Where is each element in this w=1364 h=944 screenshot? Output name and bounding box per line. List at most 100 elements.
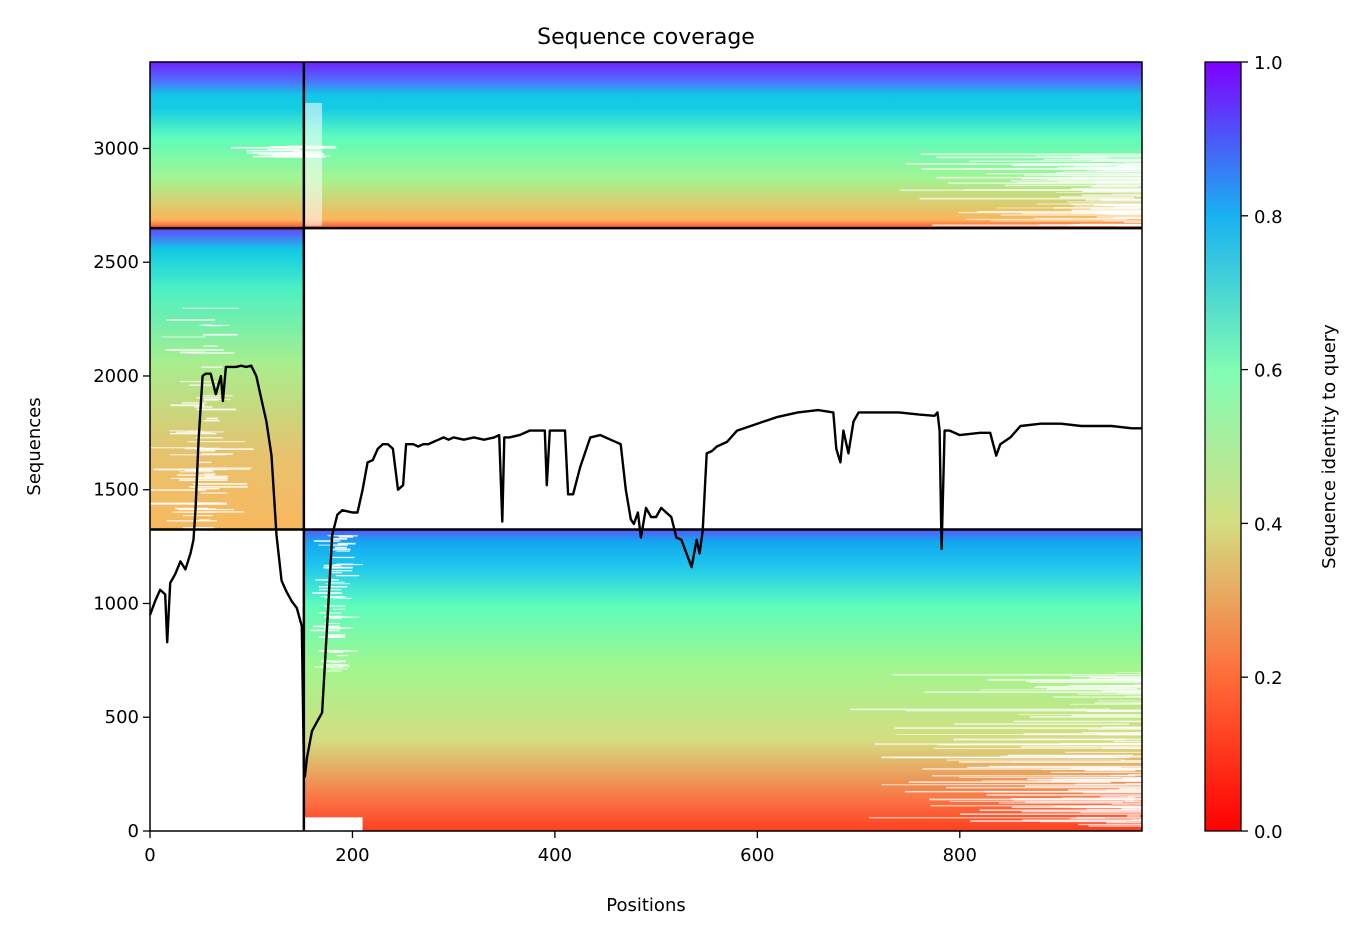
gap-streak [924,691,1174,693]
gap-streak [967,766,1121,769]
gap-streak [246,150,304,152]
gap-streak [196,502,227,504]
gap-streak [1125,695,1150,697]
gap-streak [1112,193,1254,195]
gap-streak [946,786,1201,789]
gap-streak [323,564,342,567]
gap-streak [1136,189,1159,191]
gap-streak [1033,217,1240,220]
gap-streak [189,485,249,488]
gap-streak [1056,191,1169,193]
gap-streak [190,352,235,354]
gap-streak [199,519,211,521]
gap-streak [892,673,1118,676]
gap-streak [1102,747,1214,749]
y-tick-label: 0 [128,821,139,842]
gap-streak [986,173,1183,175]
gap-streak [1094,204,1277,207]
gap-streak [335,650,358,652]
gap-streak [1021,213,1136,215]
gap-streak [984,790,1141,793]
gap-streak [1068,224,1265,226]
gap-streak [965,218,1127,220]
gap-streak [1080,207,1249,209]
gap-streak [980,689,1151,691]
gap-streak [1087,728,1180,730]
gap-streak [338,536,354,538]
gap-streak [1081,194,1308,197]
gap-streak [1135,702,1154,705]
gap-streak [908,781,1111,783]
gap-streak [1010,180,1142,182]
gap-streak [204,473,216,475]
gap-streak [317,612,342,614]
gap-streak [1130,819,1160,821]
gap-streak [150,489,206,491]
coverage-line-group [148,364,1142,778]
gap-streak [1024,785,1169,787]
gap-streak [198,450,216,452]
gap-streak [193,511,245,513]
gap-streak [318,649,340,652]
colorbar-tick-label: 1.0 [1254,53,1283,74]
gap-streak [325,583,350,585]
gap-streak [325,596,343,599]
gap-streak [323,566,344,569]
gap-streak [1071,714,1255,717]
gap-streak [335,574,360,577]
gap-streak [1113,216,1155,219]
gap-streak [906,163,1110,165]
gap-streak [175,507,208,510]
y-tick-label: 1500 [93,480,139,501]
gap-streak [1098,176,1154,179]
gap-streak [286,145,302,148]
gap-streak [318,586,348,588]
gap-streak [1104,170,1169,172]
gap-streak [181,402,207,404]
gap-streak [203,333,238,336]
gap-streak [1114,678,1185,680]
gap-streak [1088,780,1173,782]
gap-streak [920,153,1144,155]
gap-streak [312,592,342,594]
gap-streak [199,324,230,326]
gap-streak [203,419,220,422]
gap-streak [1030,682,1206,684]
x-tick-label: 0 [144,845,155,866]
gap-streak [977,210,1162,213]
gap-streak [868,817,1106,819]
gap-streak [326,670,342,672]
gap-streak [1098,213,1246,215]
gap-streak [336,550,350,552]
gap-streak [1071,209,1143,212]
gap-streak [315,666,344,668]
gap-streak [1069,818,1262,820]
gap-streak [182,527,214,529]
gap-streak [323,615,345,618]
gap-streak [329,548,351,551]
gap-streak [201,453,233,455]
gap-streak [1013,720,1180,723]
gap-streak [333,564,363,566]
gap-streak [958,776,1120,778]
gap-streak [337,616,360,618]
x-tick-label: 200 [335,845,369,866]
gap-streak [333,597,344,599]
gap-streak [1106,821,1157,824]
gap-streak [329,668,348,670]
gap-streak [150,502,204,505]
gap-streak [330,581,345,583]
gap-streak [946,759,1126,761]
gap-streak [332,608,346,610]
gap-streak [1107,778,1277,780]
gap-streak [1075,223,1155,226]
gap-streak [230,146,299,149]
gap-streak [196,397,221,399]
gap-streak [1078,823,1213,826]
gap-streak [182,307,239,309]
gap-streak [161,336,206,338]
gap-streak [205,325,222,327]
gap-streak [933,747,1170,749]
gap-streak [1107,214,1265,216]
gap-streak [1062,797,1135,799]
